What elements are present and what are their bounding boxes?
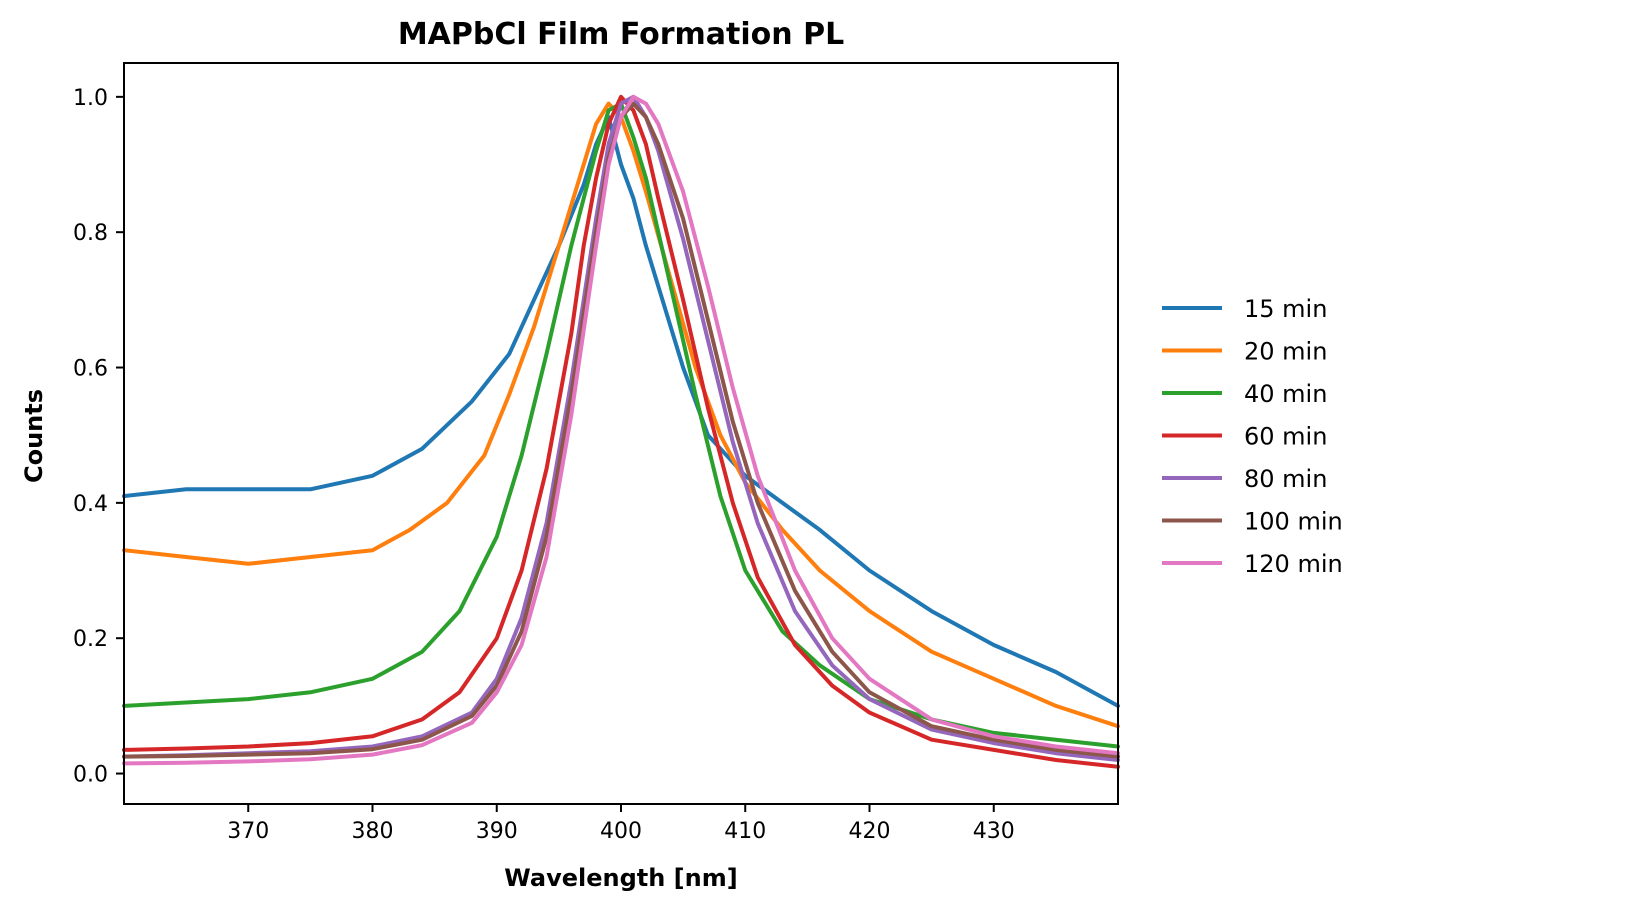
y-tick-label: 0.8 [73, 221, 108, 246]
legend-label-1: 20 min [1244, 338, 1327, 366]
y-tick-label: 1.0 [73, 86, 108, 111]
chart-title: MAPbCl Film Formation PL [398, 17, 844, 52]
legend-label-3: 60 min [1244, 423, 1327, 451]
x-tick-label: 430 [973, 819, 1015, 844]
y-axis-label: Counts [20, 389, 48, 483]
y-tick-label: 0.2 [73, 627, 108, 652]
y-tick-label: 0.4 [73, 492, 108, 517]
y-tick-label: 0.6 [73, 357, 108, 382]
y-tick-label: 0.0 [73, 763, 108, 788]
x-axis: 370 380 390 400 410 420 430 [227, 804, 1015, 844]
x-tick-label: 410 [724, 819, 766, 844]
series-line-2 [122, 101, 1120, 749]
x-tick-label: 370 [227, 819, 269, 844]
series-line-5 [122, 101, 1120, 759]
x-tick-label: 400 [600, 819, 642, 844]
series-line-0 [122, 115, 1120, 708]
x-tick-label: 380 [352, 819, 394, 844]
x-tick-label: 420 [849, 819, 891, 844]
series-line-3 [122, 94, 1120, 769]
legend-label-4: 80 min [1244, 465, 1327, 493]
x-axis-label: Wavelength [nm] [504, 864, 737, 892]
legend-label-6: 120 min [1244, 550, 1343, 578]
legend: 15 min 20 min 40 min 60 min 80 min 100 min 120… [1162, 295, 1343, 578]
series-line-4 [122, 94, 1120, 762]
series-line-6 [122, 94, 1120, 766]
plot-frame [123, 62, 1119, 805]
series-layer [122, 94, 1120, 769]
legend-label-0: 15 min [1244, 295, 1327, 323]
x-tick-label: 390 [476, 819, 518, 844]
legend-label-5: 100 min [1244, 508, 1343, 536]
y-axis: 0.0 0.2 0.4 0.6 0.8 1.0 [73, 86, 124, 788]
legend-label-2: 40 min [1244, 380, 1327, 408]
